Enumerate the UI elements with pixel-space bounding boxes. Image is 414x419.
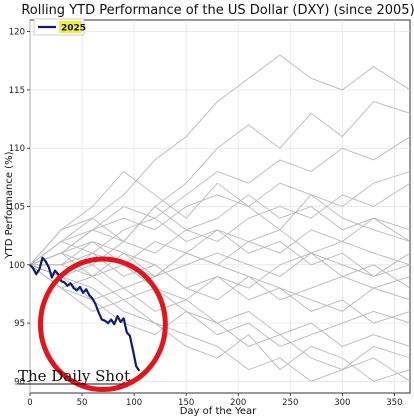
legend: 2025 xyxy=(33,18,86,36)
annotation-ellipse xyxy=(37,256,168,393)
y-tick-label: 115 xyxy=(9,86,25,96)
brand-logo: The Daily Shot xyxy=(18,367,130,386)
x-tick-label: 200 xyxy=(230,398,246,408)
background-series-line xyxy=(29,229,411,277)
x-tick-label: 350 xyxy=(386,398,402,408)
legend-highlight xyxy=(59,21,82,33)
legend-label-2025: 2025 xyxy=(61,24,86,34)
x-tick-label: 300 xyxy=(334,398,350,408)
x-axis-label: Day of the Year xyxy=(180,406,257,417)
brand-text: The Daily Shot xyxy=(18,367,130,385)
x-tick-label: 100 xyxy=(126,398,142,408)
chart-title: Rolling YTD Performance of the US Dollar… xyxy=(21,3,414,18)
x-tick-label: 150 xyxy=(178,398,194,408)
annotation-group xyxy=(37,256,168,393)
x-tick-label: 0 xyxy=(27,398,32,408)
background-series-line xyxy=(29,252,411,301)
y-tick-label: 95 xyxy=(14,319,25,329)
background-series-line xyxy=(29,264,411,382)
background-series-line xyxy=(29,171,411,266)
background-series-line xyxy=(29,171,411,266)
x-ticks: 0 50 100 150 200 250 300 350 xyxy=(27,393,403,408)
x-tick-label: 50 xyxy=(77,398,88,408)
brand-dot xyxy=(122,382,126,386)
y-tick-label: 105 xyxy=(9,203,25,213)
y-tick-label: 90 xyxy=(14,377,25,387)
y-tick-label: 120 xyxy=(9,28,25,38)
x-tick-label: 250 xyxy=(282,398,298,408)
background-series-line xyxy=(30,241,411,277)
y-tick-label: 110 xyxy=(9,144,25,154)
background-series-line xyxy=(29,194,411,266)
background-series-line xyxy=(29,264,411,382)
y-tick-label: 100 xyxy=(9,261,25,271)
y-ticks: 90 95 100 105 110 115 120 xyxy=(9,28,30,387)
y-axis-label: YTD Performance (%) xyxy=(4,151,15,259)
highlight-series-group xyxy=(29,256,141,372)
background-series-group xyxy=(29,54,411,382)
background-series-line xyxy=(30,252,411,312)
series-line-2025 xyxy=(29,256,141,372)
